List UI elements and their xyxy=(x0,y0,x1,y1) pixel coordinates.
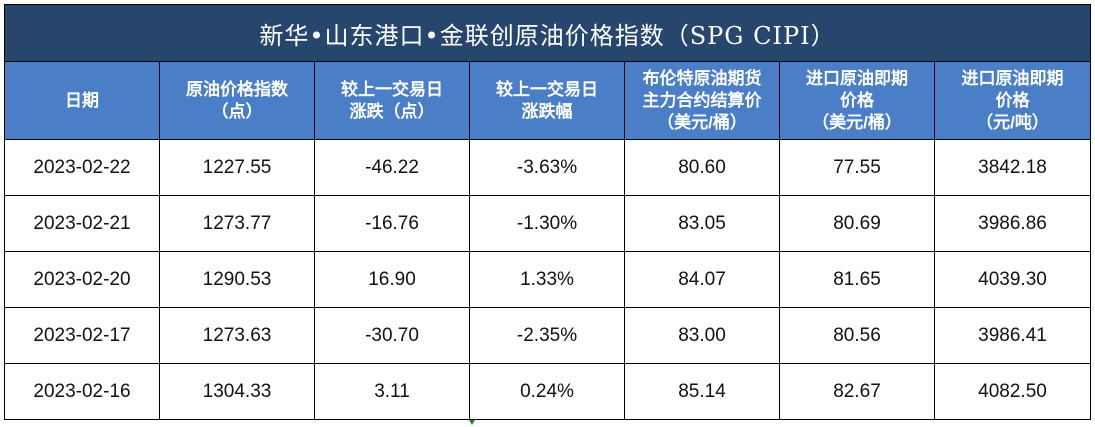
header-change-line-2: 涨跌（点） xyxy=(349,101,435,121)
cell-spot-usd: 81.65 xyxy=(779,251,935,308)
header-index-line-1: 原油价格指数 xyxy=(186,79,288,99)
cell-date: 2023-02-17 xyxy=(4,307,160,364)
header-index-line-2: （点） xyxy=(211,101,263,121)
cell-date: 2023-02-20 xyxy=(4,251,160,308)
header-spot-usd-line-1: 进口原油即期 xyxy=(806,68,908,88)
header-spot-cny-line-1: 进口原油即期 xyxy=(961,68,1064,88)
cell-spot-cny: 4082.50 xyxy=(933,363,1092,420)
cell-brent: 83.00 xyxy=(624,307,780,364)
header-spot-cny: 进口原油即期 价格 （元/吨） xyxy=(933,61,1092,140)
cell-brent: 80.60 xyxy=(624,139,780,196)
cell-spot-usd: 82.67 xyxy=(779,363,935,420)
header-spot-cny-line-2: 价格 xyxy=(995,90,1030,110)
cell-change: -30.70 xyxy=(314,307,470,364)
cell-spot-usd: 80.69 xyxy=(779,195,935,252)
header-change-pct-line-2: 涨跌幅 xyxy=(521,101,573,121)
header-date-line-1: 日期 xyxy=(65,90,99,110)
cell-spot-usd: 80.56 xyxy=(779,307,935,364)
header-change-pct-line-1: 较上一交易日 xyxy=(496,79,598,99)
header-brent-line-1: 布伦特原油期货 xyxy=(642,68,762,88)
header-brent-line-2: 主力合约结算价 xyxy=(642,90,762,110)
header-index: 原油价格指数 （点） xyxy=(159,61,315,140)
cell-change-pct: 1.33% xyxy=(469,251,625,308)
header-spot-cny-line-3: （元/吨） xyxy=(976,112,1049,132)
header-change-line-1: 较上一交易日 xyxy=(341,79,443,99)
table-row: 2023-02-21 1273.77 -16.76 -1.30% 83.05 8… xyxy=(4,195,1092,252)
cell-index: 1227.55 xyxy=(159,139,315,196)
table-row: 2023-02-22 1227.55 -46.22 -3.63% 80.60 7… xyxy=(4,139,1092,196)
cell-brent: 84.07 xyxy=(624,251,780,308)
cell-spot-cny: 3986.86 xyxy=(933,195,1092,252)
price-index-table: 新华•山东港口•金联创原油价格指数（SPG CIPI） 日期 原油价格指数 （点… xyxy=(3,4,1092,420)
cell-change-pct: -3.63% xyxy=(469,139,625,196)
cell-date: 2023-02-22 xyxy=(4,139,160,196)
header-change-pct: 较上一交易日 涨跌幅 xyxy=(469,61,625,140)
cell-spot-cny: 3842.18 xyxy=(933,139,1092,196)
cell-spot-usd: 77.55 xyxy=(779,139,935,196)
cell-change: -16.76 xyxy=(314,195,470,252)
header-brent-line-3: （美元/桶） xyxy=(657,112,747,132)
header-spot-usd-line-2: 价格 xyxy=(840,90,874,110)
cell-index: 1290.53 xyxy=(159,251,315,308)
header-spot-usd: 进口原油即期 价格 （美元/桶） xyxy=(779,61,935,140)
header-spot-usd-line-3: （美元/桶） xyxy=(812,112,902,132)
title-row: 新华•山东港口•金联创原油价格指数（SPG CIPI） xyxy=(3,4,1092,62)
cell-spot-cny: 4039.30 xyxy=(933,251,1092,308)
cell-brent: 85.14 xyxy=(624,363,780,420)
table-row: 2023-02-20 1290.53 16.90 1.33% 84.07 81.… xyxy=(4,251,1092,308)
cell-change: -46.22 xyxy=(314,139,470,196)
cell-change-pct: -1.30% xyxy=(469,195,625,252)
cell-date: 2023-02-16 xyxy=(4,363,160,420)
cell-change-pct: -2.35% xyxy=(469,307,625,364)
cell-change-pct: 0.24% xyxy=(469,363,625,420)
cell-change: 16.90 xyxy=(314,251,470,308)
header-change: 较上一交易日 涨跌（点） xyxy=(314,61,470,140)
header-brent: 布伦特原油期货 主力合约结算价 （美元/桶） xyxy=(624,61,780,140)
cell-change: 3.11 xyxy=(314,363,470,420)
table-title: 新华•山东港口•金联创原油价格指数（SPG CIPI） xyxy=(3,4,1092,62)
cell-index: 1304.33 xyxy=(159,363,315,420)
cell-spot-cny: 3986.41 xyxy=(933,307,1092,364)
cell-date: 2023-02-21 xyxy=(4,195,160,252)
cell-index: 1273.77 xyxy=(159,195,315,252)
small-marker-triangle xyxy=(469,420,475,425)
header-row: 日期 原油价格指数 （点） 较上一交易日 涨跌（点） 较上一交易日 涨跌幅 布伦… xyxy=(4,61,1092,140)
table-row: 2023-02-16 1304.33 3.11 0.24% 85.14 82.6… xyxy=(4,363,1092,420)
header-date: 日期 xyxy=(4,61,160,140)
cell-brent: 83.05 xyxy=(624,195,780,252)
cell-index: 1273.63 xyxy=(159,307,315,364)
table-row: 2023-02-17 1273.63 -30.70 -2.35% 83.00 8… xyxy=(4,307,1092,364)
